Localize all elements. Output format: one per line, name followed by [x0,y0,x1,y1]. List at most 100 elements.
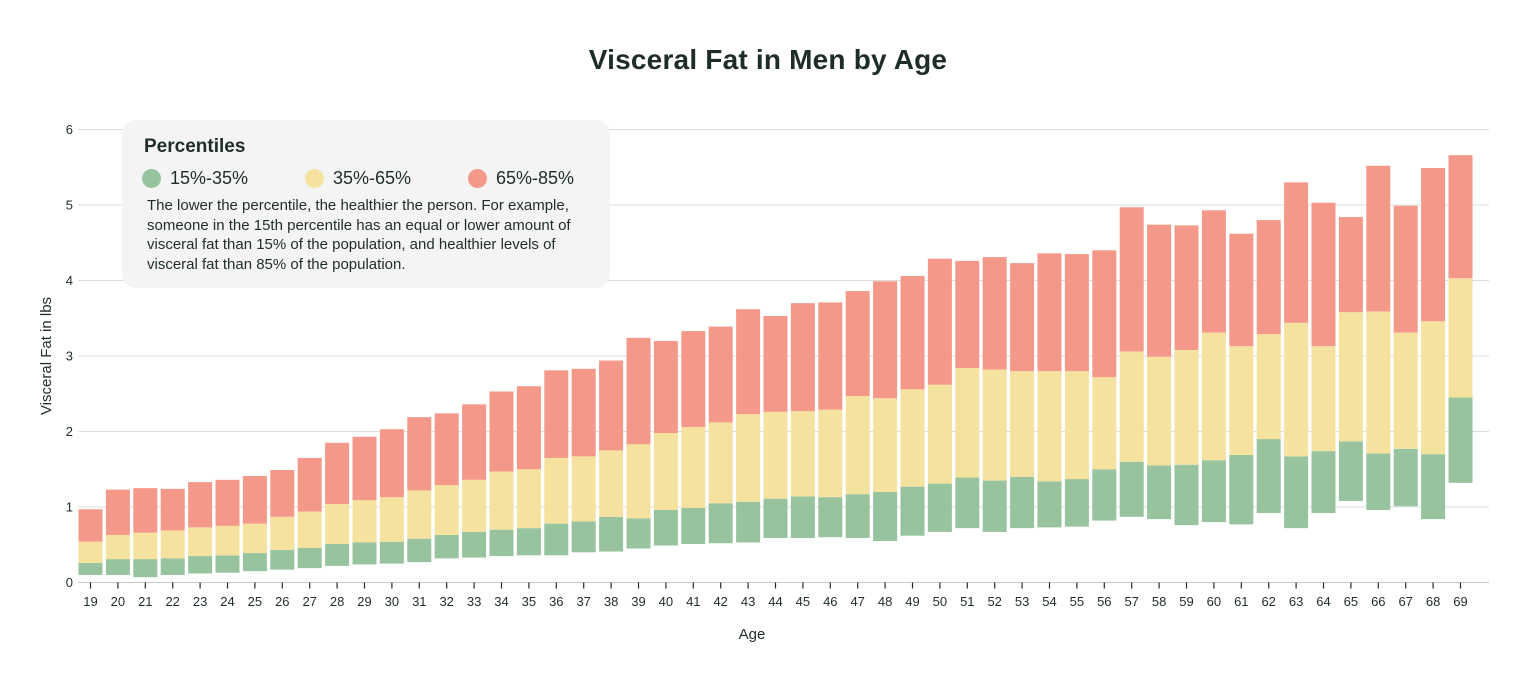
x-tick-label: 44 [768,594,782,609]
x-tick-label: 29 [357,594,371,609]
bar-segment-age-45-35-65 [790,411,815,497]
x-axis-label: Age [739,626,766,643]
bar-segment-age-57-15-35 [1119,461,1144,517]
bar-segment-age-45-65-85 [790,303,815,412]
bar-segment-age-23-15-35 [188,556,213,574]
bar-segment-age-53-65-85 [1010,263,1035,372]
bar-segment-age-63-65-85 [1284,182,1309,323]
y-tick-label: 4 [66,273,73,288]
bar-segment-age-21-15-35 [133,559,158,578]
bar-segment-age-49-35-65 [900,389,925,487]
x-tick-label: 60 [1207,594,1221,609]
x-tick-label: 26 [275,594,289,609]
bar-segment-age-22-65-85 [160,488,185,531]
x-tick-label: 69 [1453,594,1467,609]
bar-segment-age-54-15-35 [1037,481,1062,528]
x-tick-label: 57 [1124,594,1138,609]
bar-segment-age-20-15-35 [105,559,130,575]
bar-segment-age-29-15-35 [352,542,377,565]
chart-title: Visceral Fat in Men by Age [588,44,948,75]
y-axis-label: Visceral Fat in lbs [38,297,55,415]
bar-segment-age-47-65-85 [845,291,870,397]
bar-segment-age-44-35-65 [763,411,788,499]
bar-segment-age-34-35-65 [489,471,514,530]
bar-segment-age-36-15-35 [544,523,569,556]
x-tick-label: 32 [439,594,453,609]
bar-segment-age-19-15-35 [78,562,103,575]
bar-segment-age-68-35-65 [1421,321,1446,455]
bar-segment-age-22-35-65 [160,530,185,559]
legend-label: 65%-85% [496,167,575,188]
red-dot-icon [468,168,487,188]
x-tick-label: 64 [1316,594,1330,609]
bar-segment-age-40-65-85 [653,340,678,434]
bar-segment-age-60-65-85 [1201,210,1226,333]
bars [78,155,1473,578]
bar-segment-age-48-15-35 [873,491,898,541]
x-tick-label: 68 [1426,594,1440,609]
x-tick-label: 47 [850,594,864,609]
bar-segment-age-37-15-35 [571,521,596,553]
legend-heading: Percentiles [144,136,246,157]
bar-segment-age-58-35-65 [1147,356,1172,466]
x-tick-label: 19 [83,594,97,609]
bar-segment-age-67-65-85 [1393,205,1418,333]
bar-segment-age-64-65-85 [1311,202,1336,347]
x-tick-label: 56 [1097,594,1111,609]
x-tick-label: 31 [412,594,426,609]
x-tick-label: 20 [111,594,125,609]
x-tick-label: 63 [1289,594,1303,609]
x-tick-label: 22 [165,594,179,609]
bar-segment-age-65-15-35 [1338,441,1363,501]
bar-segment-age-59-15-35 [1174,464,1199,526]
legend-item-35-65: 35%-65% [305,166,411,190]
bar-segment-age-48-35-65 [873,398,898,492]
bar-segment-age-30-15-35 [379,541,404,564]
x-tick-label: 34 [494,594,508,609]
x-tick-label: 66 [1371,594,1385,609]
bar-segment-age-56-65-85 [1092,250,1117,378]
bar-segment-age-32-15-35 [434,534,459,559]
bar-segment-age-27-35-65 [297,511,322,548]
bar-segment-age-41-35-65 [681,426,706,508]
bar-segment-age-52-15-35 [982,480,1007,532]
bar-segment-age-20-35-65 [105,534,130,560]
bar-segment-age-63-15-35 [1284,456,1309,529]
bar-segment-age-21-65-85 [133,488,158,533]
x-tick-label: 41 [686,594,700,609]
legend-note: The lower the percentile, the healthier … [147,197,571,273]
bar-segment-age-55-35-65 [1064,371,1089,480]
bar-segment-age-33-15-35 [462,531,487,558]
bar-segment-age-23-35-65 [188,527,213,557]
x-tick-label: 50 [933,594,947,609]
bar-segment-age-53-15-35 [1010,476,1035,529]
bar-segment-age-52-65-85 [982,257,1007,370]
x-tick-label: 38 [604,594,618,609]
bar-segment-age-32-35-65 [434,485,459,535]
x-tick-label: 35 [522,594,536,609]
bar-segment-age-66-15-35 [1366,453,1391,511]
x-tick-label: 59 [1179,594,1193,609]
bar-segment-age-35-15-35 [516,528,541,556]
bar-segment-age-41-15-35 [681,507,706,544]
bar-segment-age-46-65-85 [818,302,843,410]
bar-segment-age-62-65-85 [1256,220,1281,335]
bar-segment-age-49-65-85 [900,275,925,390]
bar-segment-age-28-65-85 [325,442,350,504]
yellow-dot-icon [305,168,324,188]
bar-segment-age-56-35-65 [1092,377,1117,470]
bar-segment-age-67-15-35 [1393,448,1418,507]
bar-segment-age-34-65-85 [489,391,514,472]
bar-segment-age-30-35-65 [379,497,404,542]
bar-segment-age-65-65-85 [1338,217,1363,313]
bar-segment-age-62-15-35 [1256,439,1281,514]
bar-segment-age-40-15-35 [653,510,678,546]
bar-segment-age-46-35-65 [818,409,843,498]
bar-segment-age-34-15-35 [489,529,514,557]
bar-segment-age-61-15-35 [1229,454,1254,525]
bar-segment-age-40-35-65 [653,433,678,511]
bar-segment-age-66-35-65 [1366,311,1391,454]
bar-segment-age-64-35-65 [1311,346,1336,452]
bar-segment-age-50-15-35 [927,483,952,532]
